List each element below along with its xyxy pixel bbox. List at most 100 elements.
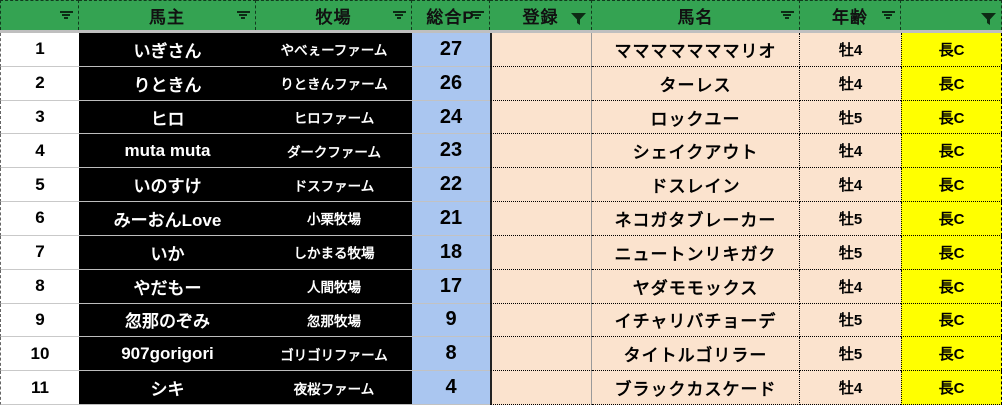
registration-cell[interactable] [490, 235, 592, 270]
age-cell[interactable]: 牡5 [800, 235, 901, 270]
age-cell[interactable]: 牡4 [800, 168, 901, 203]
filter-dropdown-icon[interactable] [470, 10, 484, 21]
row-number-cell[interactable]: 8 [0, 269, 79, 304]
horse-name-cell[interactable]: ネコガタブレーカー [592, 202, 800, 236]
age-cell[interactable]: 牡4 [800, 33, 901, 67]
points-cell[interactable]: 21 [412, 202, 490, 236]
farm-cell[interactable]: 夜桜ファーム [256, 371, 412, 405]
owner-cell[interactable]: りときん [79, 66, 256, 101]
age-cell[interactable]: 牡4 [800, 269, 901, 304]
tag-cell[interactable]: 長C [901, 134, 1002, 169]
age-cell[interactable]: 牡5 [800, 303, 901, 338]
tag-cell[interactable]: 長C [901, 100, 1002, 135]
farm-cell[interactable]: ゴリゴリファーム [256, 337, 412, 372]
farm-cell[interactable]: しかまる牧場 [256, 235, 412, 270]
points-cell[interactable]: 22 [412, 168, 490, 203]
horse-name-cell[interactable]: ターレス [592, 66, 800, 101]
owner-cell[interactable]: muta muta [79, 134, 256, 169]
age-cell[interactable]: 牡5 [800, 337, 901, 372]
row-number-cell[interactable]: 7 [0, 235, 79, 270]
header-cell-farm[interactable]: 牧場 [256, 0, 412, 30]
registration-cell[interactable] [490, 269, 592, 304]
farm-cell[interactable]: ヒロファーム [256, 100, 412, 135]
farm-cell[interactable]: 人間牧場 [256, 269, 412, 304]
tag-cell[interactable]: 長C [901, 337, 1002, 372]
registration-cell[interactable] [490, 202, 592, 236]
registration-cell[interactable] [490, 134, 592, 169]
filter-funnel-icon[interactable] [981, 10, 996, 25]
tag-cell[interactable]: 長C [901, 235, 1002, 270]
tag-cell[interactable]: 長C [901, 202, 1002, 236]
age-cell[interactable]: 牡5 [800, 202, 901, 236]
farm-cell[interactable]: やべぇーファーム [256, 33, 412, 67]
horse-name-cell[interactable]: ニュートンリキガク [592, 235, 800, 270]
points-cell[interactable]: 9 [412, 303, 490, 338]
registration-cell[interactable] [490, 33, 592, 67]
farm-cell[interactable]: 小栗牧場 [256, 202, 412, 236]
header-cell-age[interactable]: 年齢 [800, 0, 901, 30]
tag-cell[interactable]: 長C [901, 33, 1002, 67]
age-cell[interactable]: 牡4 [800, 371, 901, 405]
registration-cell[interactable] [490, 168, 592, 203]
points-cell[interactable]: 8 [412, 337, 490, 372]
horse-name-cell[interactable]: タイトルゴリラー [592, 337, 800, 372]
registration-cell[interactable] [490, 100, 592, 135]
horse-name-cell[interactable]: シェイクアウト [592, 134, 800, 169]
filter-dropdown-icon[interactable] [881, 10, 895, 21]
header-cell-horse-name[interactable]: 馬名 [592, 0, 800, 30]
row-number-cell[interactable]: 9 [0, 303, 79, 338]
registration-cell[interactable] [490, 371, 592, 405]
tag-cell[interactable]: 長C [901, 168, 1002, 203]
registration-cell[interactable] [490, 303, 592, 338]
row-number-cell[interactable]: 3 [0, 100, 79, 135]
points-cell[interactable]: 24 [412, 100, 490, 135]
owner-cell[interactable]: いか [79, 235, 256, 270]
row-number-cell[interactable]: 6 [0, 202, 79, 236]
points-cell[interactable]: 23 [412, 134, 490, 169]
owner-cell[interactable]: 忽那のぞみ [79, 303, 256, 338]
filter-dropdown-icon[interactable] [236, 10, 250, 21]
owner-cell[interactable]: みーおんLove [79, 202, 256, 236]
row-number-cell[interactable]: 5 [0, 168, 79, 203]
filter-dropdown-icon[interactable] [59, 10, 73, 21]
age-cell[interactable]: 牡5 [800, 100, 901, 135]
owner-cell[interactable]: 907gorigori [79, 337, 256, 372]
farm-cell[interactable]: りときんファーム [256, 66, 412, 101]
points-cell[interactable]: 26 [412, 66, 490, 101]
points-cell[interactable]: 17 [412, 269, 490, 304]
tag-cell[interactable]: 長C [901, 371, 1002, 405]
owner-cell[interactable]: ヒロ [79, 100, 256, 135]
header-cell-tag[interactable] [901, 0, 1002, 30]
farm-cell[interactable]: ドスファーム [256, 168, 412, 203]
header-cell-points[interactable]: 総合P [412, 0, 490, 30]
header-cell-rownum[interactable] [0, 0, 79, 30]
owner-cell[interactable]: いのすけ [79, 168, 256, 203]
filter-dropdown-icon[interactable] [392, 10, 406, 21]
registration-cell[interactable] [490, 66, 592, 101]
owner-cell[interactable]: いぎさん [79, 33, 256, 67]
tag-cell[interactable]: 長C [901, 66, 1002, 101]
owner-cell[interactable]: シキ [79, 371, 256, 405]
owner-cell[interactable]: やだもー [79, 269, 256, 304]
points-cell[interactable]: 4 [412, 371, 490, 405]
horse-name-cell[interactable]: ブラックカスケード [592, 371, 800, 405]
filter-dropdown-icon[interactable] [780, 10, 794, 21]
row-number-cell[interactable]: 11 [0, 371, 79, 405]
points-cell[interactable]: 27 [412, 33, 490, 67]
age-cell[interactable]: 牡4 [800, 66, 901, 101]
tag-cell[interactable]: 長C [901, 269, 1002, 304]
header-cell-owner[interactable]: 馬主 [79, 0, 256, 30]
row-number-cell[interactable]: 2 [0, 66, 79, 101]
filter-funnel-icon[interactable] [571, 10, 586, 25]
horse-name-cell[interactable]: マママママママリオ [592, 33, 800, 67]
horse-name-cell[interactable]: ロックユー [592, 100, 800, 135]
tag-cell[interactable]: 長C [901, 303, 1002, 338]
horse-name-cell[interactable]: ドスレイン [592, 168, 800, 203]
points-cell[interactable]: 18 [412, 235, 490, 270]
farm-cell[interactable]: ダークファーム [256, 134, 412, 169]
farm-cell[interactable]: 忽那牧場 [256, 303, 412, 338]
horse-name-cell[interactable]: ヤダモモックス [592, 269, 800, 304]
row-number-cell[interactable]: 10 [0, 337, 79, 372]
registration-cell[interactable] [490, 337, 592, 372]
row-number-cell[interactable]: 1 [0, 33, 79, 67]
